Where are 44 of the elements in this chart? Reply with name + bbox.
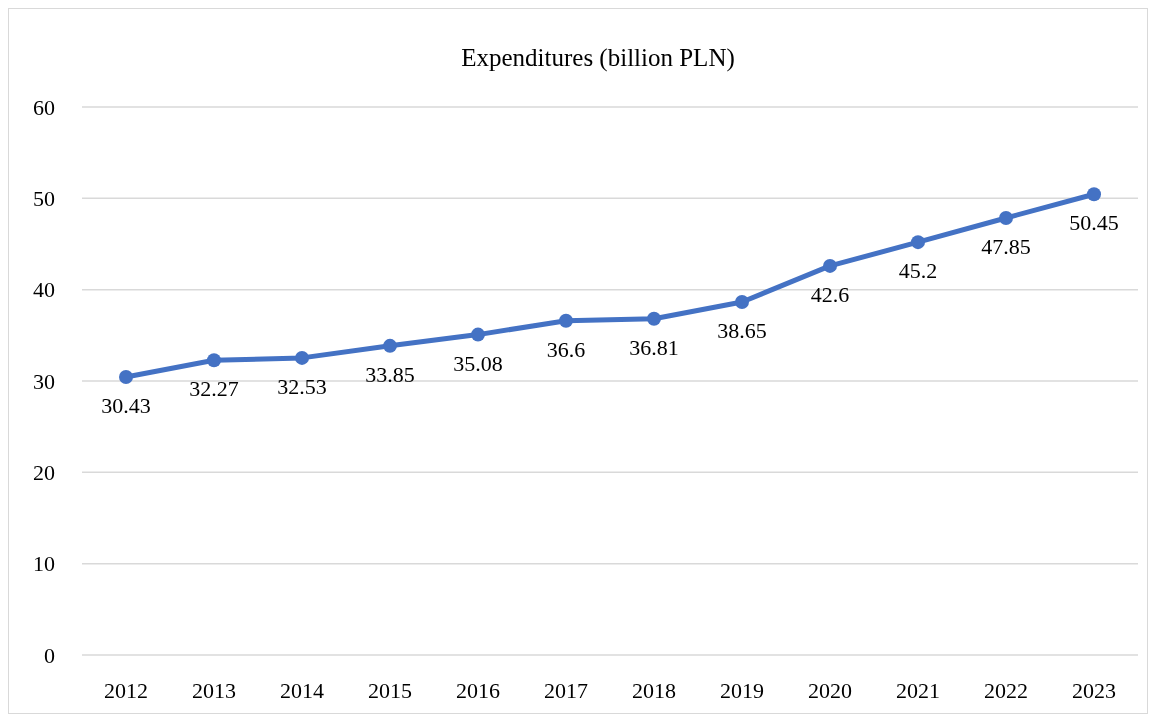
point [119,370,133,385]
x-tick-label: 2022 [984,678,1028,703]
data-label: 35.08 [453,350,503,376]
x-tick-label: 2014 [280,678,324,703]
y-tick-label: 10 [33,551,55,577]
data-label: 30.43 [101,393,151,419]
data-label: 32.53 [277,373,327,399]
y-tick-label: 0 [44,642,55,668]
data-label: 47.85 [981,233,1031,259]
chart-title: Expenditures (billion PLN) [461,44,735,72]
point [735,295,749,309]
point [911,235,925,250]
y-tick-label: 50 [33,186,55,212]
point [471,327,485,342]
x-tick-label: 2016 [456,678,500,703]
x-tick-label: 2013 [192,678,236,703]
y-tick-label: 60 [33,94,55,120]
x-tick-label: 2017 [544,678,588,703]
y-tick-label: 20 [33,460,55,486]
data-label: 42.6 [810,281,850,307]
point [559,313,573,328]
data-label: 33.85 [365,361,415,387]
point [823,258,837,273]
point [383,338,397,353]
point [1087,187,1101,202]
data-label: 32.27 [189,376,239,402]
x-tick-label: 2012 [104,678,148,703]
x-tick-label: 2018 [632,678,676,703]
data-label: 36.81 [629,334,679,360]
x-tick-label: 2020 [808,678,852,703]
data-label: 45.2 [898,258,938,284]
data-label: 50.45 [1069,210,1119,236]
x-tick-label: 2015 [368,678,412,703]
data-label: 36.6 [546,336,586,362]
point [207,353,221,368]
x-tick-label: 2019 [720,678,764,703]
point [999,210,1013,225]
x-tick-label: 2021 [896,678,940,703]
point [647,311,661,326]
y-tick-label: 30 [33,368,55,394]
y-tick-label: 40 [33,277,55,303]
point [295,350,309,365]
x-tick-label: 2023 [1072,678,1116,703]
data-label: 38.65 [717,318,767,343]
